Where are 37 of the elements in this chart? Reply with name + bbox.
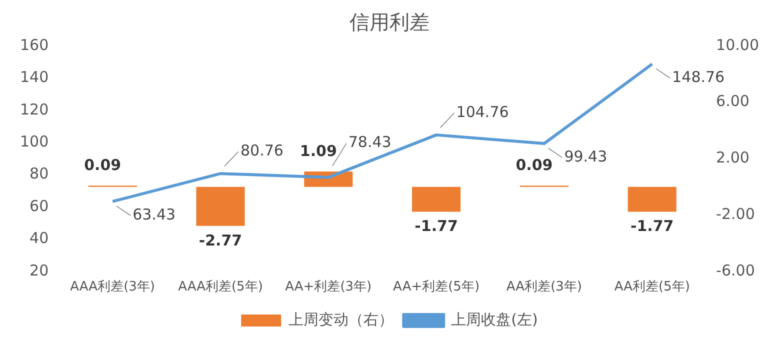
y2-tick-label: 2.00 — [716, 148, 750, 167]
y-tick-label: 160 — [20, 36, 49, 54]
data-label: 104.76 — [456, 102, 509, 121]
x-tick-label: AA利差(3年) — [506, 280, 582, 295]
x-tick-label: AA+利差(3年) — [285, 280, 372, 295]
legend-label: 上周变动（右） — [288, 310, 394, 328]
y-tick-label: 140 — [20, 68, 49, 86]
data-label: -2.77 — [198, 231, 242, 250]
legend-label: 上周收盘(左) — [451, 310, 538, 328]
x-tick-label: AAA利差(3年) — [70, 280, 155, 295]
y-tick-label: 120 — [20, 100, 49, 118]
bar — [196, 186, 245, 226]
y2-tick-label: 6.00 — [716, 92, 750, 110]
y-tick-label: 20 — [30, 261, 49, 280]
data-label: 0.09 — [84, 156, 122, 174]
y-tick-label: 80 — [30, 164, 49, 183]
chart-title: 信用利差 — [350, 10, 430, 34]
data-label: 1.09 — [300, 142, 337, 160]
y-tick-label: 100 — [20, 132, 49, 150]
bar — [412, 186, 461, 212]
x-tick-label: AAA利差(5年) — [178, 280, 263, 295]
y2-tick-label: -2.00 — [716, 204, 755, 223]
data-label: -1.77 — [630, 217, 674, 236]
data-label: 99.43 — [564, 147, 608, 166]
y2-tick-label: -6.00 — [716, 261, 755, 280]
x-tick-label: AA+利差(5年) — [393, 280, 480, 295]
x-tick-label: AA利差(5年) — [614, 280, 690, 295]
bar — [628, 186, 676, 212]
data-label: 0.09 — [516, 156, 553, 174]
data-label: -1.77 — [414, 217, 458, 236]
y-tick-label: 40 — [30, 229, 49, 248]
data-label: 78.43 — [348, 133, 392, 152]
data-label: 80.76 — [240, 141, 284, 160]
data-label: 148.76 — [672, 68, 725, 86]
y2-tick-label: 10.00 — [716, 36, 760, 54]
y-tick-label: 60 — [30, 196, 49, 215]
data-label: 63.43 — [132, 205, 176, 224]
